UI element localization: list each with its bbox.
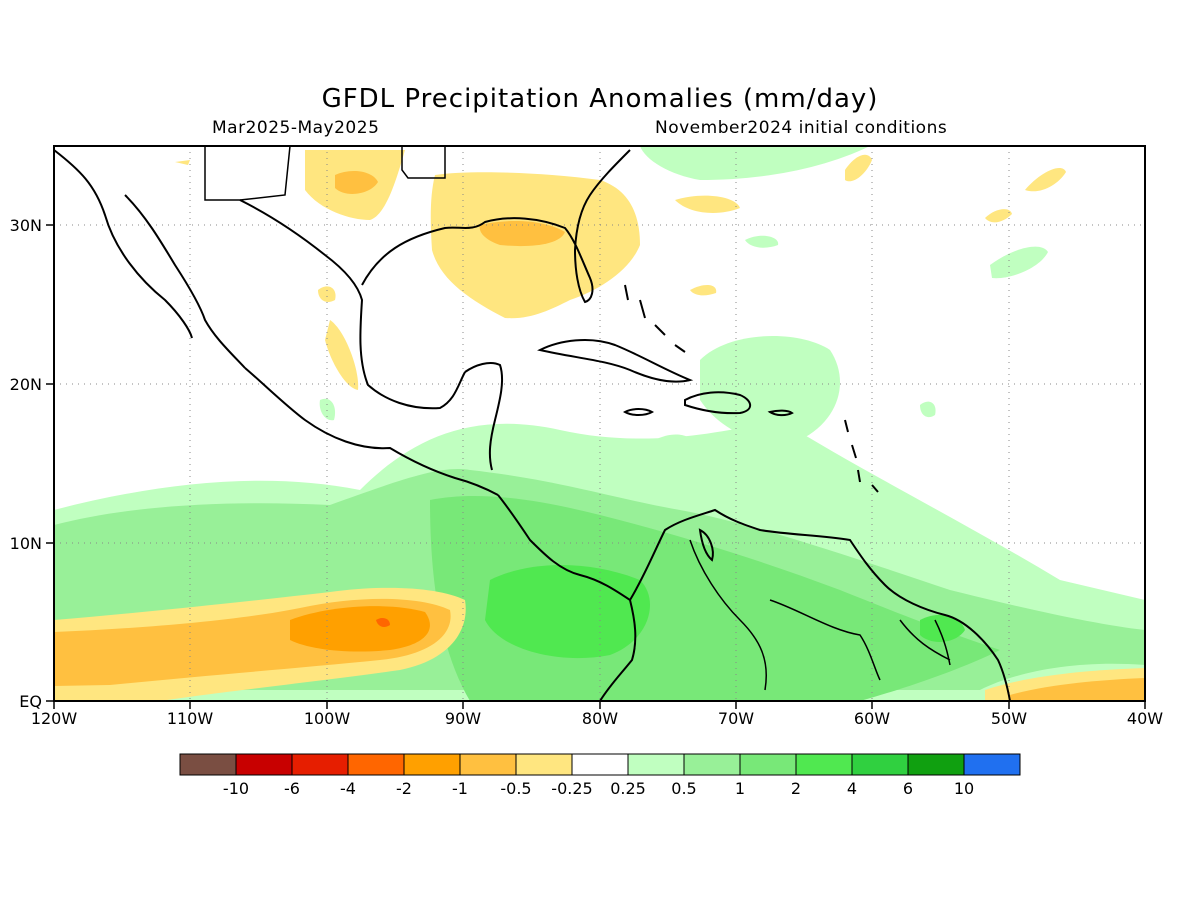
border-texas (401, 146, 446, 179)
anomaly-region-yellow (318, 286, 336, 302)
anomaly-region-orange (290, 606, 430, 652)
coastline-us-gulf (361, 149, 631, 304)
colorbar-swatch (459, 753, 517, 776)
anomaly-region-light-green (990, 246, 1048, 279)
lon-tick-label: 90W (445, 709, 481, 728)
lat-tick-label: 10N (10, 534, 42, 553)
colorbar: -10 -6 -4 -2 -1 -0.5 -0.25 0.25 0.5 1 2 4 6 10 (179, 753, 1021, 798)
lon-tick-label: 120W (31, 709, 78, 728)
lat-tick-label: 30N (10, 216, 42, 235)
anomaly-region-light-green (655, 434, 695, 450)
anomaly-region-light-green (745, 235, 779, 248)
coastline-gulf-of-mexico-west (239, 199, 466, 410)
coastline-mexico-pacific (244, 367, 499, 496)
colorbar-label: 0.5 (671, 779, 696, 798)
colorbar-swatch (627, 753, 685, 776)
coastline-cuba (537, 339, 694, 383)
colorbar-label: -4 (340, 779, 356, 798)
anomaly-region-light-orange (1010, 678, 1145, 701)
colorbar-label: -1 (452, 779, 468, 798)
colorbar-swatch (403, 753, 461, 776)
anomaly-region-light-green (319, 398, 336, 421)
colorbar-swatch (851, 753, 909, 776)
coastline-bahamas (624, 284, 686, 353)
colorbar-label: 0.25 (610, 779, 646, 798)
colorbar-swatch (907, 753, 965, 776)
lat-axis-labels: EQ 10N 20N 30N (10, 216, 42, 711)
chart-title: GFDL Precipitation Anomalies (mm/day) (321, 84, 879, 114)
anomaly-region-bright-green (485, 565, 650, 659)
colorbar-swatch (739, 753, 797, 776)
anomaly-region-light-green (700, 336, 840, 443)
colorbar-label: -6 (284, 779, 300, 798)
lat-tick-label: 20N (10, 375, 42, 394)
colorbar-swatch (235, 753, 293, 776)
anomaly-region-yellow (175, 160, 190, 165)
coastlines (54, 146, 1011, 701)
colorbar-label: -2 (396, 779, 412, 798)
coastline-gulf-of-california (124, 194, 246, 369)
coastline-jamaica (622, 408, 655, 416)
axis-ticks (46, 224, 1146, 709)
anomaly-region-yellow (845, 154, 872, 182)
anomaly-region-light-green (640, 146, 870, 180)
anomaly-field (54, 146, 1145, 701)
coastline-lake-maracaibo (698, 528, 714, 562)
lon-tick-label: 60W (854, 709, 890, 728)
anomaly-region-yellow (325, 320, 359, 390)
anomaly-region-light-green (920, 401, 936, 418)
colorbar-label: -10 (223, 779, 249, 798)
anomaly-region-bright-green (920, 614, 965, 642)
coastline-hispaniola (684, 391, 752, 415)
coastline-puerto-rico (767, 409, 794, 417)
anomaly-region-dark-orange (376, 617, 390, 628)
coastline-central-america-pacific (497, 494, 637, 701)
initial-conditions-label: November2024 initial conditions (655, 118, 948, 138)
coastline-baja (54, 149, 193, 339)
colorbar-label: -0.5 (500, 779, 531, 798)
colorbar-swatch (347, 753, 405, 776)
coastline-lesser-antilles (844, 419, 879, 493)
map-gridlines (54, 146, 1145, 701)
lon-tick-label: 40W (1127, 709, 1163, 728)
colorbar-swatch (683, 753, 741, 776)
colorbar-label: -0.25 (551, 779, 592, 798)
lon-tick-label: 110W (167, 709, 214, 728)
anomaly-region-yellow (690, 284, 717, 296)
colorbar-swatch (515, 753, 573, 776)
lon-axis-labels: 120W 110W 100W 90W 80W 70W 60W 50W 40W (31, 709, 1163, 728)
anomaly-region-light-orange (479, 220, 565, 247)
lon-tick-label: 100W (304, 709, 351, 728)
colorbar-swatch (179, 753, 237, 776)
colorbar-swatch (571, 753, 629, 776)
border-us-mexico (204, 146, 291, 201)
colorbar-label: 4 (847, 779, 857, 798)
coastline-south-america-north (629, 508, 1011, 701)
colorbar-label: 1 (735, 779, 745, 798)
lon-tick-label: 70W (718, 709, 754, 728)
colorbar-label: 2 (791, 779, 801, 798)
anomaly-region-yellow (1025, 168, 1066, 192)
colorbar-swatch (795, 753, 853, 776)
lon-tick-label: 80W (582, 709, 618, 728)
colorbar-swatch (963, 753, 1021, 776)
lon-tick-label: 50W (991, 709, 1027, 728)
anomaly-region-light-orange (335, 170, 378, 194)
period-label: Mar2025-May2025 (212, 118, 380, 138)
lat-tick-label: EQ (19, 692, 42, 711)
border-south-america-countries (689, 539, 951, 691)
colorbar-label: 10 (954, 779, 974, 798)
colorbar-swatch (291, 753, 349, 776)
anomaly-region-yellow (675, 195, 740, 213)
coastline-yucatan (464, 362, 504, 471)
colorbar-label: 6 (903, 779, 913, 798)
anomaly-region-yellow (985, 209, 1012, 223)
